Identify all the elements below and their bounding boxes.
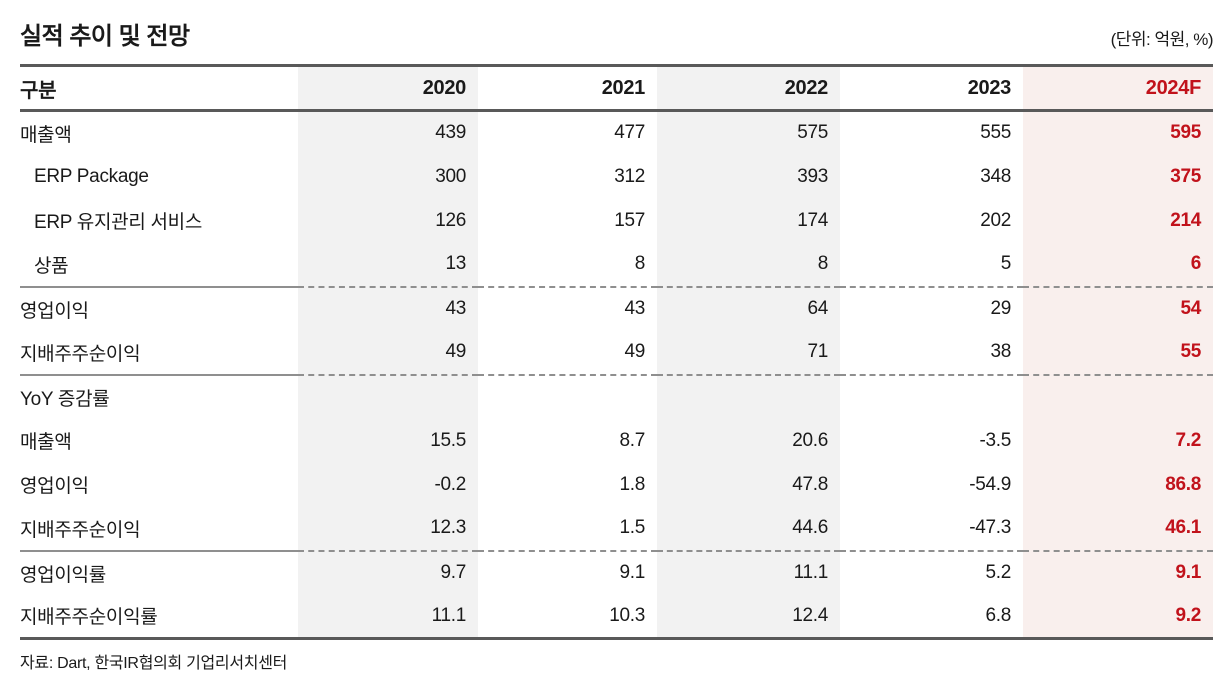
header-row: 구분 2020 2021 2022 2023 2024F bbox=[20, 64, 1213, 112]
cell-2022: 20.6 bbox=[657, 418, 840, 463]
cell-2023: 555 bbox=[980, 122, 1011, 144]
cell-2023: -47.3 bbox=[840, 506, 1023, 552]
cell-2021: 43 bbox=[624, 298, 645, 319]
header-cell-2021: 2021 bbox=[478, 64, 657, 112]
cell-2022: 174 bbox=[657, 198, 840, 243]
cell-2024f: 9.2 bbox=[1023, 594, 1213, 640]
cell-2020: 439 bbox=[298, 110, 478, 155]
cell-2024f: 375 bbox=[1023, 154, 1213, 199]
cell-2023: 202 bbox=[980, 209, 1011, 231]
cell-2023: 38 bbox=[840, 330, 1023, 376]
cell-2021: 477 bbox=[614, 122, 645, 144]
cell-2021: 8.7 bbox=[619, 429, 645, 451]
cell-2024f: 46.1 bbox=[1023, 506, 1213, 552]
cell-2023: 348 bbox=[980, 165, 1011, 187]
row-label: 영업이익 bbox=[20, 300, 89, 322]
header-cell-2022: 2022 bbox=[657, 64, 840, 112]
row-label: 지배주주순이익 bbox=[20, 330, 298, 376]
cell-2020: 43 bbox=[298, 286, 478, 331]
cell-2020: -0.2 bbox=[298, 462, 478, 507]
header-cell-2024f: 2024F bbox=[1023, 64, 1213, 112]
cell-2024f: 9.1 bbox=[1023, 550, 1213, 595]
cell-2023: 6.8 bbox=[840, 594, 1023, 640]
cell-2024f bbox=[1023, 374, 1213, 419]
cell-2024f: 54 bbox=[1023, 286, 1213, 331]
row-label: 매출액 bbox=[20, 432, 72, 453]
table-row-yoy-operating-profit: 영업이익 -0.2 1.8 47.8 -54.9 86.8 bbox=[20, 462, 1213, 507]
cell-2021: 9.1 bbox=[619, 562, 645, 583]
cell-2022: 12.4 bbox=[657, 594, 840, 640]
row-label: YoY 증감률 bbox=[20, 388, 110, 410]
row-label: ERP 유지관리 서비스 bbox=[34, 212, 203, 233]
cell-2020: 15.5 bbox=[298, 418, 478, 463]
cell-2023: -54.9 bbox=[969, 473, 1011, 495]
table-row-erp-package: ERP Package 300 312 393 348 375 bbox=[20, 154, 1213, 199]
cell-2021: 1.5 bbox=[478, 506, 657, 552]
cell-2021: 10.3 bbox=[478, 594, 657, 640]
cell-2020: 13 bbox=[298, 242, 478, 288]
cell-2020: 49 bbox=[298, 330, 478, 376]
cell-2024f: 55 bbox=[1023, 330, 1213, 376]
table-row-operating-profit: 영업이익 43 43 64 29 54 bbox=[20, 286, 1213, 331]
cell-2024f: 7.2 bbox=[1023, 418, 1213, 463]
financial-table: 구분 2020 2021 2022 2023 2024F 매출액 439 477… bbox=[20, 64, 1213, 640]
cell-2021: 312 bbox=[614, 165, 645, 187]
table-row-operating-margin: 영업이익률 9.7 9.1 11.1 5.2 9.1 bbox=[20, 550, 1213, 595]
table-row-yoy-net-profit: 지배주주순이익 12.3 1.5 44.6 -47.3 46.1 bbox=[20, 506, 1213, 552]
cell-2022: 393 bbox=[657, 154, 840, 199]
row-label: 상품 bbox=[20, 242, 298, 288]
cell-2021: 1.8 bbox=[619, 473, 645, 495]
unit-note: (단위: 억원, %) bbox=[1110, 30, 1214, 49]
cell-2023: 29 bbox=[990, 298, 1011, 319]
cell-2022: 575 bbox=[657, 110, 840, 155]
cell-2022: 64 bbox=[657, 286, 840, 331]
cell-2022: 11.1 bbox=[657, 550, 840, 595]
cell-2020: 300 bbox=[298, 154, 478, 199]
table-row-goods: 상품 13 8 8 5 6 bbox=[20, 242, 1213, 288]
cell-2022: 8 bbox=[657, 242, 840, 288]
cell-2020: 9.7 bbox=[298, 550, 478, 595]
cell-2021 bbox=[478, 375, 657, 419]
table-header-bar: 실적 추이 및 전망 (단위: 억원, %) bbox=[20, 16, 1214, 51]
header-cell-2020: 2020 bbox=[298, 64, 478, 112]
table-row-yoy-revenue: 매출액 15.5 8.7 20.6 -3.5 7.2 bbox=[20, 418, 1213, 463]
cell-2020: 12.3 bbox=[298, 506, 478, 552]
row-label: ERP Package bbox=[34, 165, 149, 187]
cell-2023: -3.5 bbox=[979, 429, 1011, 451]
table-row-net-margin: 지배주주순이익률 11.1 10.3 12.4 6.8 9.2 bbox=[20, 594, 1213, 640]
cell-2021: 157 bbox=[614, 209, 645, 231]
cell-2022: 47.8 bbox=[657, 462, 840, 507]
cell-2022: 44.6 bbox=[657, 506, 840, 552]
header-cell-label: 구분 bbox=[20, 64, 298, 112]
cell-2023: 5 bbox=[840, 242, 1023, 288]
cell-2021: 8 bbox=[478, 242, 657, 288]
row-label: 영업이익률 bbox=[20, 564, 106, 586]
page-title: 실적 추이 및 전망 bbox=[20, 23, 190, 50]
cell-2021: 49 bbox=[478, 330, 657, 376]
table-row-net-profit: 지배주주순이익 49 49 71 38 55 bbox=[20, 330, 1213, 376]
cell-2024f: 6 bbox=[1023, 242, 1213, 288]
table-row-revenue: 매출액 439 477 575 555 595 bbox=[20, 110, 1213, 155]
row-label: 지배주주순이익 bbox=[20, 506, 298, 552]
cell-2022: 71 bbox=[657, 330, 840, 376]
cell-2022 bbox=[657, 374, 840, 419]
cell-2024f: 214 bbox=[1023, 198, 1213, 243]
source-note: 자료: Dart, 한국IR협의회 기업리서치센터 bbox=[20, 655, 288, 672]
cell-2023: 5.2 bbox=[985, 562, 1011, 583]
cell-2020 bbox=[298, 374, 478, 419]
table-row-erp-maintenance: ERP 유지관리 서비스 126 157 174 202 214 bbox=[20, 198, 1213, 243]
cell-2023 bbox=[840, 375, 1023, 419]
table-row-yoy-section: YoY 증감률 bbox=[20, 374, 1213, 419]
header-cell-2023: 2023 bbox=[840, 64, 1023, 112]
row-label: 매출액 bbox=[20, 124, 72, 146]
cell-2024f: 595 bbox=[1023, 110, 1213, 155]
cell-2020: 126 bbox=[298, 198, 478, 243]
cell-2020: 11.1 bbox=[298, 594, 478, 640]
row-label: 지배주주순이익률 bbox=[20, 594, 298, 640]
cell-2024f: 86.8 bbox=[1023, 462, 1213, 507]
row-label: 영업이익 bbox=[20, 476, 89, 497]
